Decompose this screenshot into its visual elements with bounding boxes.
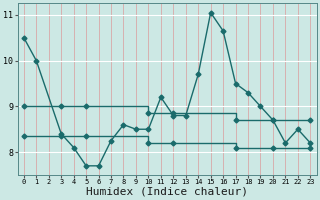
X-axis label: Humidex (Indice chaleur): Humidex (Indice chaleur) — [86, 187, 248, 197]
